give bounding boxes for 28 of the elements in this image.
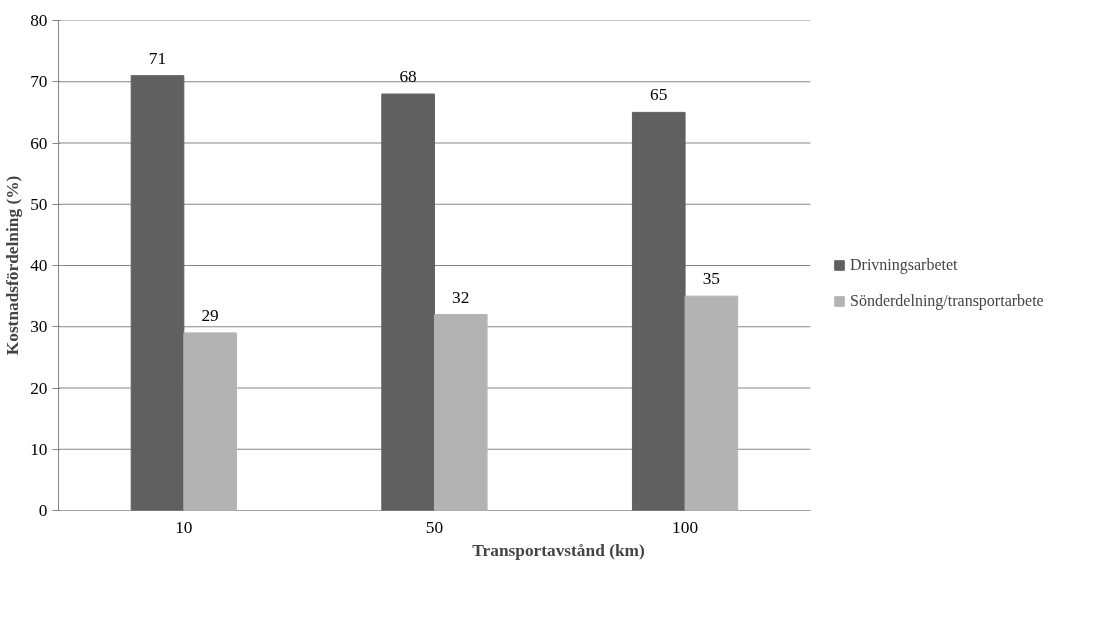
legend-label: Sönderdelning/transportarbete xyxy=(850,292,1044,310)
data-label: 29 xyxy=(201,305,219,325)
x-tick-label: 50 xyxy=(425,517,444,537)
y-axis-title: Kostnadsfördelning (%) xyxy=(3,175,23,356)
y-tick-label: 10 xyxy=(30,439,48,459)
bar xyxy=(130,75,185,511)
x-axis-title: Transportavstånd (km) xyxy=(472,540,645,560)
bar xyxy=(684,295,739,511)
y-tick-label: 60 xyxy=(30,133,48,153)
y-tick-label: 80 xyxy=(30,11,48,30)
bar xyxy=(183,332,237,511)
bar xyxy=(631,111,686,511)
y-tick-label: 40 xyxy=(30,256,48,275)
y-tick-label: 30 xyxy=(30,317,48,337)
data-label: 35 xyxy=(702,269,721,289)
legend-label: Drivningsarbetet xyxy=(850,256,958,274)
data-label: 71 xyxy=(148,48,167,68)
x-tick-label: 100 xyxy=(672,517,699,537)
y-tick-label: 0 xyxy=(38,501,48,520)
x-tick-label: 10 xyxy=(175,517,193,537)
y-tick-label: 50 xyxy=(30,194,48,214)
data-label: 68 xyxy=(399,67,417,86)
data-label: 32 xyxy=(452,287,470,307)
data-label: 65 xyxy=(650,85,668,105)
bar xyxy=(381,93,435,511)
y-tick-label: 20 xyxy=(30,378,48,398)
y-tick-label: 70 xyxy=(30,72,48,92)
bar xyxy=(433,314,488,511)
